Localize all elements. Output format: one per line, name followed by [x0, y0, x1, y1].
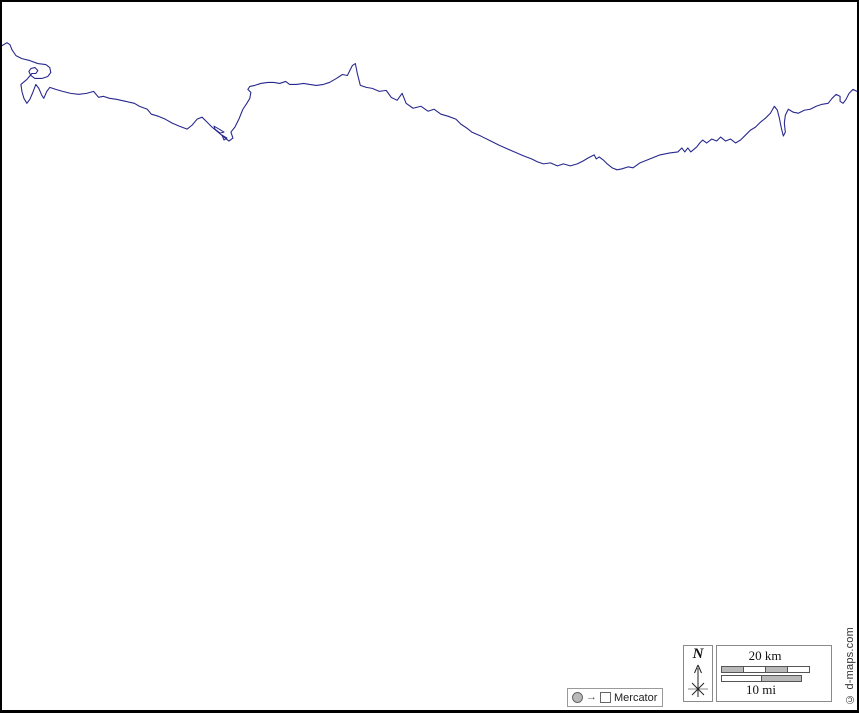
scale-km-label: 20 km — [748, 648, 782, 663]
arrow-right-icon: → — [586, 691, 597, 703]
copyright-text: © d-maps.com — [844, 627, 856, 705]
scale-segment — [743, 666, 766, 673]
flat-map-icon — [600, 692, 611, 703]
scale-bar: 20 km 10 mi — [716, 645, 832, 702]
scale-bar-km — [721, 666, 810, 673]
north-label: N — [692, 646, 704, 662]
scale-bar-mi — [721, 675, 802, 682]
compass-star-icon — [688, 664, 708, 697]
projection-label: Mercator — [614, 691, 658, 704]
island-outline — [213, 125, 225, 134]
scale-segment — [787, 666, 810, 673]
globe-icon — [572, 692, 583, 703]
scale-segment — [721, 666, 744, 673]
scale-segment — [765, 666, 788, 673]
scale-segment — [721, 675, 762, 682]
coastline-path — [2, 42, 857, 171]
island-outline — [221, 134, 228, 141]
scale-mi-label: 10 mi — [746, 682, 776, 697]
north-indicator: N — [683, 645, 713, 702]
scale-segment — [761, 675, 802, 682]
projection-badge: → Mercator — [567, 688, 664, 707]
